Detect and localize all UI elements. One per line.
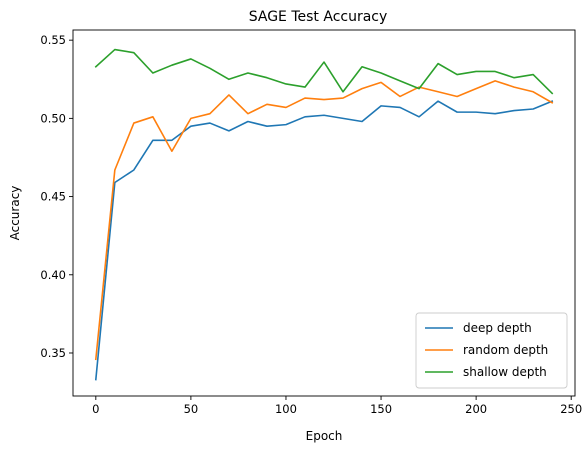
legend-entry: deep depth xyxy=(463,321,532,335)
chart-title: SAGE Test Accuracy xyxy=(249,9,388,25)
y-tick-label: 0.50 xyxy=(40,111,66,125)
y-tick-label: 0.45 xyxy=(40,190,66,204)
series-layer xyxy=(94,48,554,381)
legend-frame xyxy=(415,312,568,389)
legend-entry: random depth xyxy=(463,343,548,357)
series-line-deep-depth xyxy=(94,100,554,381)
x-axis: 0 50 100 150 200 250 xyxy=(92,396,582,416)
y-tick-label: 0.55 xyxy=(40,33,66,47)
x-tick-label: 100 xyxy=(275,402,297,416)
plot-frame xyxy=(72,29,576,397)
x-tick-label: 250 xyxy=(560,402,582,416)
legend: deep depth random depth shallow depth xyxy=(415,312,568,389)
x-tick-label: 150 xyxy=(370,402,392,416)
x-tick-label: 200 xyxy=(465,402,487,416)
x-tick-label: 0 xyxy=(92,402,99,416)
y-tick-label: 0.35 xyxy=(40,346,66,360)
series-line-shallow-depth xyxy=(94,48,554,95)
y-axis-label: Accuracy xyxy=(8,186,22,241)
legend-entry: shallow depth xyxy=(463,365,547,379)
x-axis-label: Epoch xyxy=(306,429,343,443)
y-axis: 0.35 0.40 0.45 0.50 0.55 xyxy=(40,33,73,360)
x-tick-label: 50 xyxy=(184,402,199,416)
y-tick-label: 0.40 xyxy=(40,268,66,282)
series-line-random-depth xyxy=(94,80,554,361)
